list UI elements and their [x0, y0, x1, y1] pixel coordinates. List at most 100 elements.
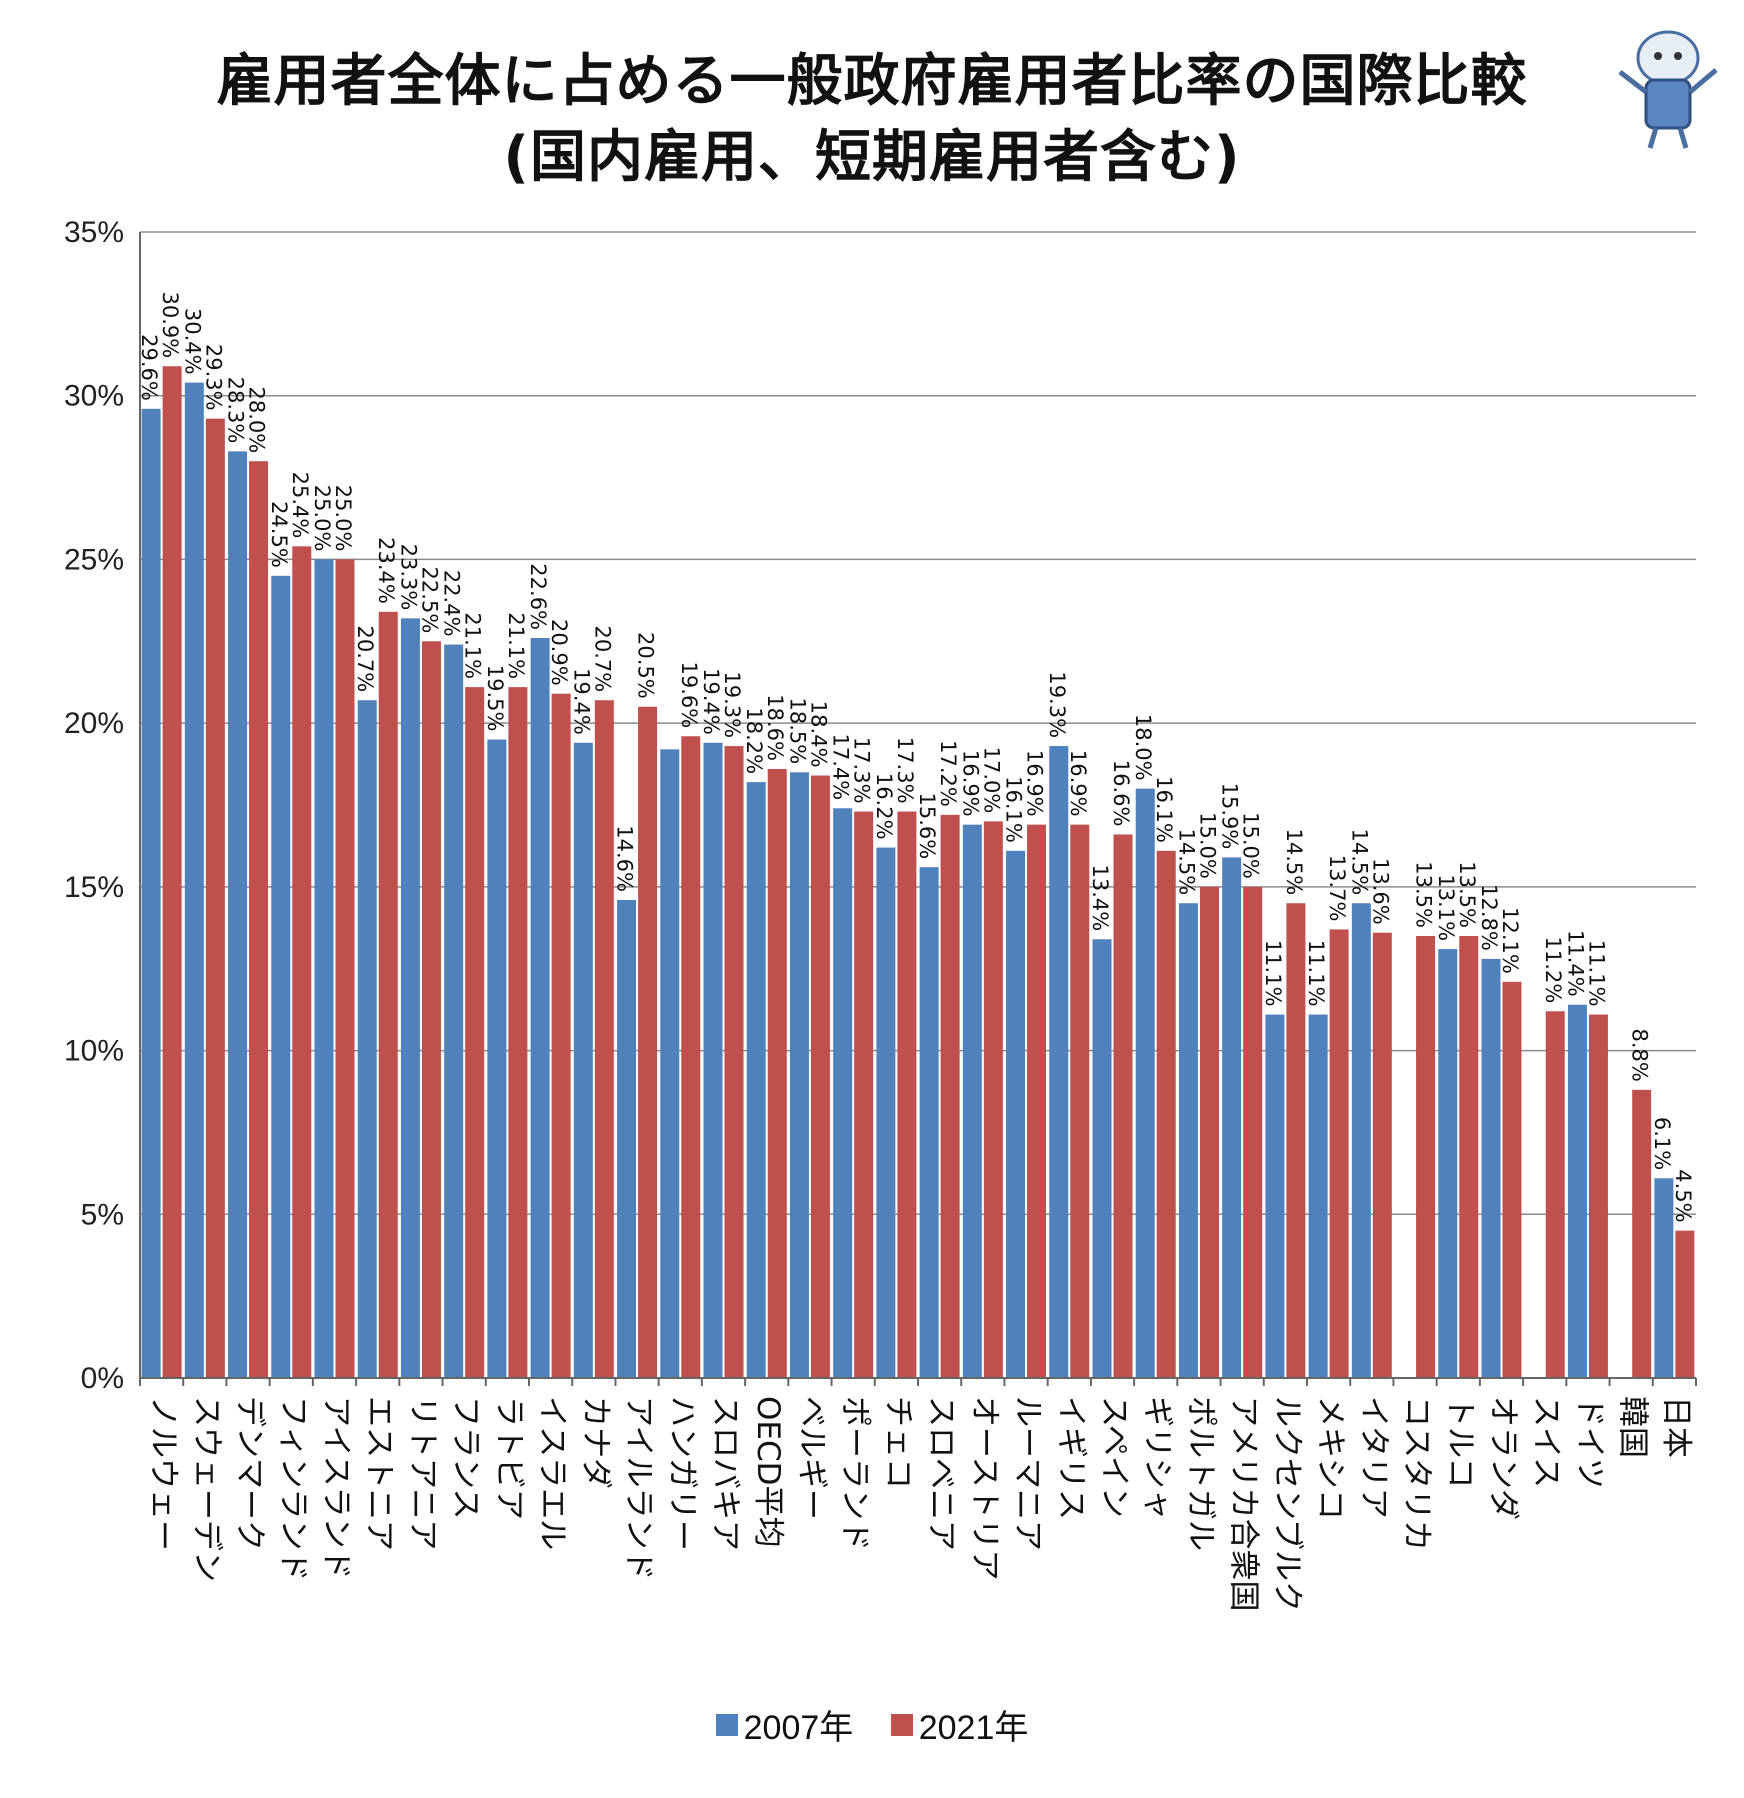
category-label: ハンガリー [664, 1396, 700, 1551]
bar-2021-エストニア [378, 611, 398, 1378]
category-label: スロバキア [707, 1396, 743, 1551]
data-label: 4.5% [1671, 1169, 1695, 1222]
bar-2007-メキシコ [1308, 1014, 1328, 1378]
bar-2021-ルーマニア [1027, 824, 1047, 1378]
bar-2007-ルクセンブルク [1265, 1014, 1285, 1378]
data-label: 14.5% [1347, 829, 1371, 896]
chart-title: 雇用者全体に占める一般政府雇用者比率の国際比較 [216, 49, 1528, 114]
category-label: アイスランド [318, 1396, 354, 1580]
category-label: トルコ [1442, 1396, 1478, 1488]
category-label: コスタリカ [1399, 1396, 1435, 1551]
bar-2021-フランス [465, 687, 485, 1378]
category-label: スロベニア [923, 1396, 959, 1551]
bar-2007-デンマーク [228, 451, 248, 1378]
bar-2021-ラトビア [508, 687, 528, 1378]
data-label: 15.9% [1218, 783, 1242, 850]
bar-2007-OECD平均 [746, 782, 766, 1378]
category-label: アイルランド [621, 1396, 657, 1580]
category-label: ポーランド [837, 1396, 873, 1551]
data-label: 18.0% [1131, 714, 1155, 781]
bar-2007-アイルランド [617, 899, 637, 1378]
data-label: 13.1% [1434, 874, 1458, 941]
data-label: 11.1% [1304, 940, 1328, 1007]
data-label: 16.9% [1066, 750, 1090, 817]
data-label: 13.7% [1325, 855, 1349, 922]
category-label: オーストリア [966, 1396, 1002, 1580]
bar-2021-リトアニア [421, 641, 441, 1378]
bar-2007-フランス [444, 644, 464, 1378]
y-tick-label: 25% [64, 543, 124, 576]
y-tick-label: 5% [81, 1198, 124, 1231]
axes [139, 232, 1697, 1386]
bar-2007-アイスランド [314, 559, 334, 1378]
legend-label-2007: 2007年 [743, 1709, 854, 1747]
data-label: 15.0% [1239, 812, 1263, 879]
bar-2007-ギリシャ [1135, 788, 1155, 1378]
bar-2021-オーストリア [983, 821, 1003, 1378]
data-label: 6.1% [1650, 1117, 1674, 1170]
bar-2021-ポルトガル [1199, 886, 1219, 1378]
data-label: 12.8% [1477, 884, 1501, 951]
bar-2007-イギリス [1049, 746, 1069, 1378]
data-label: 23.3% [396, 544, 420, 611]
data-label: 11.2% [1541, 937, 1565, 1004]
data-label: 17.0% [979, 747, 1003, 814]
bar-2007-エストニア [357, 700, 377, 1378]
bar-2007-スロベニア [919, 867, 939, 1378]
data-label: 23.4% [374, 537, 398, 604]
data-label: 17.3% [850, 737, 874, 804]
data-label: 13.6% [1368, 858, 1392, 925]
category-label: チェコ [880, 1396, 916, 1489]
data-label: 20.9% [547, 619, 571, 686]
data-label: 21.1% [504, 612, 528, 679]
bar-2007-ベルギー [789, 772, 809, 1378]
bar-2021-ポーランド [854, 811, 874, 1378]
data-label: 30.4% [180, 308, 204, 375]
legend-swatch-2021 [890, 1713, 913, 1736]
category-label: イスラエル [534, 1396, 570, 1550]
data-label: 22.5% [417, 567, 441, 634]
bar-2021-スロバキア [724, 746, 744, 1378]
bar-2007-日本 [1654, 1178, 1674, 1378]
y-axis-ticks: 0% 5% 10% 15% 20% 25% 30% 35% [64, 216, 124, 1395]
y-tick-label: 35% [64, 216, 124, 249]
bar-2021-コスタリカ [1416, 935, 1436, 1378]
y-tick-label: 20% [64, 707, 124, 740]
data-label: 22.4% [440, 570, 464, 637]
category-label: ポルトガル [1182, 1396, 1218, 1551]
data-label: 14.6% [613, 825, 637, 892]
data-label: 16.9% [958, 750, 982, 817]
data-label: 21.1% [461, 612, 485, 679]
category-label: ノルウェー [145, 1396, 181, 1551]
bar-2021-オランダ [1502, 981, 1522, 1378]
bar-2007-イスラエル [530, 638, 550, 1378]
y-tick-label: 10% [64, 1035, 124, 1068]
data-label: 11.4% [1563, 930, 1587, 997]
data-label: 29.3% [201, 344, 225, 411]
data-label: 29.6% [137, 334, 161, 401]
category-label: イギリス [1053, 1396, 1089, 1520]
data-label: 11.1% [1261, 940, 1285, 1007]
data-label: 20.7% [590, 626, 614, 693]
category-label: リトアニア [404, 1396, 440, 1550]
data-label: 16.2% [872, 773, 896, 840]
bar-2007-ポルトガル [1178, 903, 1198, 1378]
bar-2007-ルーマニア [1006, 850, 1026, 1378]
category-label: 日本 [1658, 1396, 1694, 1458]
bar-2021-スペイン [1113, 834, 1133, 1378]
bar-2021-フィンランド [292, 546, 312, 1378]
category-label: スウェーデン [188, 1396, 224, 1582]
category-label: スイス [1528, 1396, 1564, 1488]
bar-2007-ハンガリー [660, 749, 680, 1378]
bar-2021-ギリシャ [1156, 850, 1176, 1378]
bar-2007-チェコ [876, 847, 896, 1378]
category-label: デンマーク [232, 1396, 268, 1551]
bar-2021-メキシコ [1329, 929, 1349, 1378]
data-label: 17.4% [829, 734, 853, 801]
bar-2021-アイスランド [335, 559, 355, 1378]
category-label: ラトビア [491, 1396, 527, 1520]
data-label: 17.2% [936, 740, 960, 807]
legend-swatch-2007 [715, 1713, 738, 1736]
bar-2021-日本 [1675, 1230, 1695, 1378]
